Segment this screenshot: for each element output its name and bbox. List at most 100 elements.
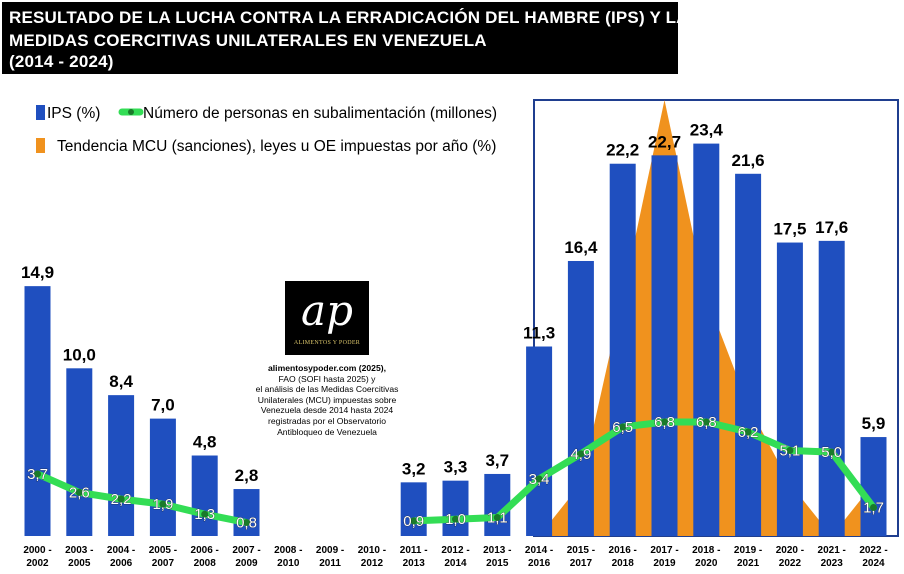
bar-value-label: 3,3: [444, 458, 468, 477]
line-value-label: 1,0: [445, 511, 466, 528]
bar-ips: [400, 482, 427, 536]
legend-label-ips: IPS (%): [47, 105, 100, 122]
subalimentacion-line: [410, 418, 877, 525]
bar-value-label: 22,7: [648, 132, 681, 151]
line-point: [828, 448, 836, 456]
source-line-3: el análisis de las Medidas Coercitivas: [255, 384, 399, 395]
line-point: [410, 517, 418, 525]
bar-value-label: 11,3: [523, 324, 555, 343]
bar-value-label: 10,0: [63, 345, 96, 364]
x-tick-label: 2012 -2014: [441, 545, 469, 569]
bar-value-label: 4,8: [193, 433, 217, 452]
bar-ips: [693, 143, 720, 536]
x-tick-label: 2015 -2017: [567, 545, 595, 569]
x-tick-label: 2003 -2005: [65, 545, 93, 569]
source-line-4: Unilaterales (MCU) impuestas sobre: [257, 394, 397, 405]
bar-value-label: 3,7: [485, 451, 509, 470]
line-value-label: 3,4: [529, 471, 550, 488]
chart-title-line-2: MEDIDAS COERCITIVAS UNILATERALES EN VENE…: [9, 31, 487, 50]
line-point: [243, 519, 250, 527]
bar-ips: [149, 418, 176, 536]
source-note: alimentosypoder.com (2025), FAO (SOFI ha…: [222, 363, 432, 437]
line-value-label: 2,2: [111, 491, 132, 508]
legend-swatch-mcu: [36, 138, 45, 153]
bar-value-label: 7,0: [151, 396, 175, 415]
line-point: [619, 423, 627, 431]
bar-ips: [735, 173, 762, 537]
bar-value-label: 16,4: [564, 238, 598, 257]
source-line-6: registradas por el Observatorio: [268, 415, 386, 426]
line-point: [870, 503, 877, 511]
x-tick-label: 2018 -2020: [692, 545, 720, 569]
line-value-label: 1,1: [487, 510, 508, 527]
line-point: [75, 488, 83, 496]
title-box: RESULTADO DE LA LUCHA CONTRA LA ERRADICA…: [2, 2, 700, 74]
chart-title-line-1: RESULTADO DE LA LUCHA CONTRA LA ERRADICA…: [9, 8, 701, 27]
bar-ips: [66, 368, 93, 536]
line-point: [117, 495, 125, 503]
x-tick-label: 2011 -2013: [400, 545, 428, 569]
x-tick-label: 2008 -2010: [274, 545, 302, 569]
logo-text: ALIMENTOS Y PODER: [293, 340, 361, 346]
bar-ips: [651, 155, 678, 537]
line-value-label: 0,8: [236, 515, 257, 532]
line-point: [702, 418, 710, 426]
line-point: [786, 446, 794, 454]
line-value-label: 1,3: [194, 506, 215, 523]
line-point: [744, 428, 752, 436]
line-value-label: 6,2: [738, 424, 759, 441]
bar-value-label: 14,9: [21, 263, 54, 282]
bar-ips: [24, 286, 51, 536]
chart-title-line-3: (2014 - 2024): [9, 52, 114, 71]
source-line-7: Antibloqueo de Venezuela: [277, 426, 377, 437]
logo: ap ALIMENTOS Y PODER: [285, 281, 369, 355]
legend-label-subalimentacion: Número de personas en subalimentación (m…: [143, 105, 497, 122]
line-value-label: 6,8: [654, 414, 675, 431]
legend-label-mcu: Tendencia MCU (sanciones), leyes u OE im…: [57, 138, 496, 155]
legend: IPS (%) Número de personas en subaliment…: [36, 105, 497, 155]
x-tick-label: 2017 -2019: [650, 545, 678, 569]
bar-ips: [818, 240, 845, 536]
x-tick-label: 2014 -2016: [525, 545, 553, 569]
bar-value-label: 3,2: [402, 459, 426, 478]
line-value-label: 2,6: [69, 484, 90, 501]
line-point: [535, 475, 543, 483]
line-point: [452, 515, 459, 523]
line-value-label: 6,5: [612, 419, 633, 436]
x-tick-label: 2000 -2002: [23, 545, 51, 569]
bar-ips: [526, 346, 553, 536]
bar-ips: [442, 480, 469, 536]
line-value-label: 4,9: [570, 446, 591, 463]
bar-ips: [609, 163, 636, 536]
bar-ips: [108, 395, 135, 536]
bar-value-label: 22,2: [606, 141, 639, 160]
bar-value-label: 23,4: [690, 121, 724, 140]
line-value-label: 0,9: [403, 513, 424, 530]
line-point: [201, 510, 209, 518]
line-point: [159, 500, 167, 508]
logo-mark: ap: [301, 286, 353, 335]
x-tick-label: 2007 -2009: [232, 545, 260, 569]
x-tick-label: 2022 -2024: [859, 545, 887, 569]
bar-ips: [233, 489, 260, 536]
x-tick-label: 2021 -2023: [818, 545, 846, 569]
x-tick-label: 2005 -2007: [149, 545, 177, 569]
source-line-2: FAO (SOFI hasta 2025) y: [278, 373, 376, 384]
bar-value-label: 17,6: [815, 218, 848, 237]
bar-ips: [860, 437, 887, 536]
x-tick-label: 2009 -2011: [316, 545, 344, 569]
bar-value-label: 8,4: [109, 372, 133, 391]
x-tick-label: 2016 -2018: [609, 545, 637, 569]
x-tick-label: 2013 -2015: [483, 545, 511, 569]
line-value-label: 6,8: [696, 414, 717, 431]
x-tick-label: 2010 -2012: [358, 545, 386, 569]
line-value-label: 5,1: [779, 442, 800, 459]
x-tick-label: 2006 -2008: [191, 545, 219, 569]
bar-ips: [776, 242, 803, 537]
line-value-label: 3,7: [27, 466, 48, 483]
x-tick-label: 2019 -2021: [734, 545, 762, 569]
bar-value-label: 21,6: [732, 151, 765, 170]
bar-value-label: 5,9: [862, 414, 886, 433]
line-point: [577, 450, 585, 458]
